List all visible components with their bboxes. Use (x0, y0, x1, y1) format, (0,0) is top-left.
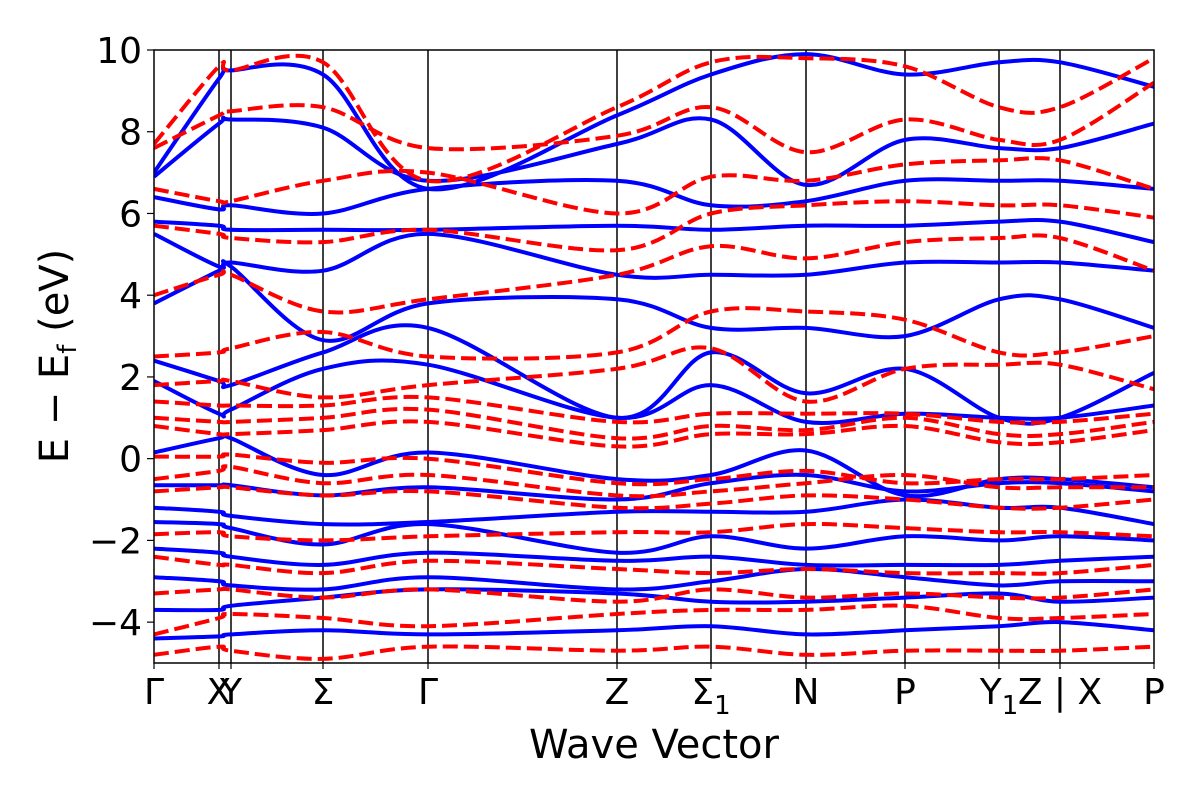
y-tick-label: 4 (119, 276, 142, 317)
dashed-band-line (154, 644, 1154, 661)
x-tick-label-main: P (1143, 672, 1165, 713)
x-tick-label: Γ (144, 672, 164, 713)
y-tick-label: 8 (119, 113, 142, 154)
solid-band-series (154, 52, 1154, 641)
x-tick-label-sub: 1 (1002, 691, 1019, 721)
x-tick-label: Σ (312, 672, 335, 713)
x-tick-label-main: Z (605, 672, 630, 713)
band-lines (154, 52, 1154, 661)
dashed-band-line (154, 406, 1154, 441)
x-tick-label: Y (219, 672, 243, 713)
x-tick-label: N (793, 672, 820, 713)
x-tick-label: P (894, 672, 916, 713)
dashed-band-line (154, 464, 1154, 499)
solid-band-line (154, 587, 1154, 613)
x-tick-label: Γ (418, 672, 438, 713)
x-tick-label-sub: 1 (714, 691, 731, 721)
dashed-band-line (154, 345, 1154, 404)
x-tick-label: Σ1 (691, 672, 730, 721)
dashed-band-line (154, 586, 1154, 604)
dashed-band-line (154, 484, 1154, 511)
dashed-band-line (154, 233, 1154, 315)
x-tick-label: P (1143, 672, 1165, 713)
x-tick-label-main: Y (979, 672, 1003, 713)
solid-band-line (154, 546, 1154, 568)
dashed-band-line (154, 306, 1154, 361)
x-tick-label-main: Σ (691, 672, 714, 713)
dashed-band-line (154, 452, 1154, 487)
solid-band-line (154, 231, 1154, 280)
x-tick-label-main: X (207, 672, 232, 713)
solid-band-line (154, 115, 1154, 187)
x-tick-label-main: P (894, 672, 916, 713)
x-tick-label: Z (605, 672, 630, 713)
dashed-band-line (154, 554, 1154, 576)
dashed-band-line (154, 522, 1154, 543)
plot-frame (153, 49, 1155, 664)
dashed-band-line (154, 394, 1154, 425)
x-tick-label-main: Γ (418, 672, 438, 713)
x-tick-label-main: Z | X (1018, 672, 1102, 713)
y-tick-label: 6 (119, 194, 142, 235)
x-tick-label-main: N (793, 672, 820, 713)
x-tick-label: X (207, 672, 232, 713)
dashed-band-series (154, 53, 1154, 661)
solid-band-line (154, 52, 1154, 192)
y-axis-title-unit: (eV) (32, 249, 78, 345)
x-tick-label: Z | X (1018, 672, 1102, 713)
solid-band-line (154, 177, 1154, 216)
dashed-band-line (154, 156, 1154, 216)
y-tick-label: −2 (89, 521, 142, 562)
solid-band-line (154, 620, 1154, 641)
solid-band-line (154, 217, 1154, 245)
dashed-band-line (154, 199, 1154, 253)
dashed-band-line (154, 419, 1154, 449)
y-tick-label: 10 (96, 31, 142, 72)
y-axis-title-sub: f (53, 344, 83, 354)
solid-band-line (154, 259, 1154, 343)
solid-band-line (154, 520, 1154, 555)
dashed-band-line (154, 80, 1154, 155)
y-tick-label: 0 (119, 440, 142, 481)
y-axis-ticks: −4 −2 0 2 4 6 8 10 (89, 31, 154, 644)
solid-band-line (154, 566, 1154, 592)
y-tick-label: −4 (89, 603, 142, 644)
x-axis-title: Wave Vector (529, 722, 780, 768)
x-tick-label-main: Σ (312, 672, 335, 713)
x-tick-label: Y1 (979, 672, 1019, 721)
x-tick-label-main: Y (219, 672, 243, 713)
y-axis-title: E − Ef (eV) (32, 249, 83, 464)
dashed-band-line (154, 603, 1154, 637)
x-tick-label-main: Γ (144, 672, 164, 713)
y-axis-title-main: E − E (32, 354, 78, 464)
y-tick-label: 2 (119, 358, 142, 399)
